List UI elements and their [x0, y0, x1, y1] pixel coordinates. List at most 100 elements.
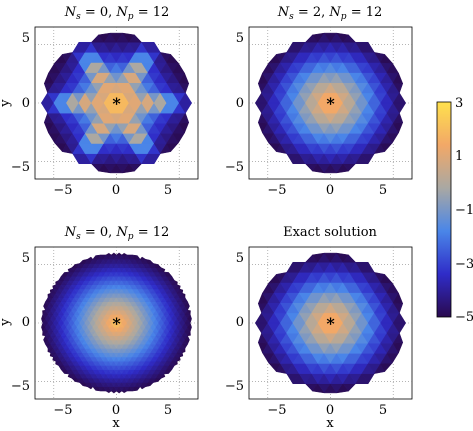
x-tick-label: 5	[379, 403, 387, 418]
y-tick-labels: 5 0 −5	[225, 251, 244, 394]
mesh-cell	[392, 312, 407, 324]
y-axis-label: y	[0, 99, 13, 108]
panel-title: Exact solution	[283, 225, 377, 240]
colorbar-tick-label: −5	[455, 310, 473, 325]
panel-title: Ns = 0, Np = 12	[64, 5, 170, 22]
y-tick-labels: 5 0 −5	[11, 31, 30, 175]
mesh-cell	[380, 53, 393, 64]
mesh-cell	[392, 112, 404, 124]
y-tick-label: −5	[11, 379, 30, 394]
mesh-cell	[139, 256, 147, 260]
x-tick-label: −5	[267, 403, 286, 418]
mesh-cell	[178, 112, 190, 124]
center-marker: *	[112, 314, 121, 333]
mesh-cell	[380, 273, 393, 284]
mesh-cell	[342, 254, 357, 263]
mesh-cell	[105, 252, 112, 256]
mesh-cell	[181, 292, 186, 299]
mesh-cell	[147, 41, 161, 53]
y-tick-label: 0	[236, 315, 244, 330]
center-marker: *	[326, 94, 335, 113]
panel-bottom-right: Exact solution 5 0 −5 −5 0 5 x *	[225, 225, 413, 431]
panel-title: Ns = 2, Np = 12	[277, 5, 383, 22]
y-axis-label: y	[0, 318, 13, 327]
mesh-cell	[187, 309, 191, 316]
mesh-cell	[166, 53, 179, 64]
mesh-cell	[176, 356, 181, 362]
x-tick-labels: −5 0 5	[53, 403, 172, 418]
mesh-cell	[160, 267, 166, 273]
mesh-cell	[386, 282, 399, 294]
mesh-cell	[178, 92, 193, 104]
mesh-cell	[173, 360, 178, 367]
mesh	[254, 32, 407, 174]
mesh-cell	[134, 255, 141, 260]
x-tick-label: 5	[164, 403, 172, 418]
y-tick-labels: 5 0 −5	[11, 251, 30, 394]
x-tick-labels: −5 0 5	[53, 183, 172, 198]
x-tick-label: 0	[112, 183, 120, 198]
mesh-cell	[187, 313, 192, 320]
colorbar: 3 1 −1 −3 −5	[436, 96, 473, 325]
colorbar-gradient	[436, 101, 452, 318]
mesh-cell	[392, 92, 407, 104]
mesh-cell	[160, 373, 166, 379]
y-tick-label: 0	[236, 96, 244, 111]
x-tick-label: 0	[112, 403, 120, 418]
mesh-cell	[168, 275, 175, 281]
x-tick-label: 0	[326, 183, 334, 198]
mesh-cell	[128, 34, 143, 43]
y-tick-label: −5	[225, 379, 244, 394]
mesh-cell	[342, 34, 357, 43]
panel-title: Ns = 0, Np = 12	[64, 225, 170, 242]
panel-top-right: Ns = 2, Np = 12 5 0 −5 −5 0 5 *	[225, 5, 413, 198]
x-tick-label: 0	[326, 403, 334, 418]
mesh-cell	[392, 72, 404, 84]
mesh	[40, 32, 193, 174]
mesh-cell	[181, 347, 186, 354]
center-marker: *	[326, 314, 335, 333]
x-tick-label: −5	[53, 183, 72, 198]
mesh-cell	[172, 62, 185, 74]
mesh-cell	[105, 390, 112, 394]
mesh-cell	[166, 272, 173, 277]
mesh-cell	[147, 259, 154, 264]
mesh-cell	[184, 335, 190, 341]
x-axis-label: x	[326, 416, 334, 431]
mesh-cell	[361, 41, 375, 53]
mesh-cell	[110, 252, 118, 256]
x-tick-label: 5	[164, 183, 172, 198]
mesh	[254, 252, 407, 394]
y-tick-label: 0	[22, 315, 30, 330]
mesh	[41, 252, 192, 394]
mesh-cell	[176, 284, 181, 290]
y-tick-label: 5	[22, 251, 30, 266]
y-tick-label: 5	[236, 251, 244, 266]
mesh-cell	[155, 264, 162, 268]
mesh-cell	[121, 252, 128, 256]
x-tick-label: −5	[53, 403, 72, 418]
mesh-cell	[392, 332, 404, 344]
mesh-cell	[187, 322, 192, 328]
mesh-cell	[115, 390, 123, 394]
colorbar-tick-label: −3	[455, 257, 473, 272]
x-tick-label: −5	[267, 183, 286, 198]
mesh-cell	[179, 288, 184, 294]
center-marker: *	[112, 94, 121, 113]
mesh-cell	[392, 292, 404, 304]
y-tick-label: −5	[225, 160, 244, 175]
colorbar-tick-labels: 3 1 −1 −3 −5	[455, 96, 473, 325]
x-tick-label: 5	[379, 183, 387, 198]
mesh-cell	[115, 252, 123, 256]
colorbar-tick-label: 3	[455, 96, 463, 111]
mesh-cell	[178, 72, 190, 84]
panel-bottom-left: Ns = 0, Np = 12 y 5 0 −5 −5 0 5 x *	[0, 225, 199, 431]
mesh-cell	[179, 352, 184, 358]
mesh-cell	[110, 390, 118, 394]
mesh-cell	[86, 386, 94, 390]
mesh-cell	[184, 301, 190, 307]
colorbar-tick-label: 1	[455, 149, 463, 164]
y-tick-label: −5	[11, 160, 30, 175]
y-tick-label: 5	[236, 31, 244, 46]
